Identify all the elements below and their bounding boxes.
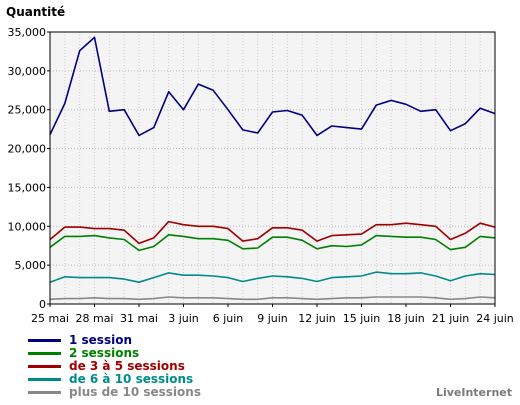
y-tick-label: 0 bbox=[39, 298, 46, 311]
x-tick-label: 9 juin bbox=[257, 312, 288, 325]
y-tick-label: 5,000 bbox=[15, 259, 47, 272]
plot-border bbox=[49, 31, 496, 305]
y-axis-title: Quantité bbox=[6, 5, 65, 19]
x-tick-label: 24 juin bbox=[476, 312, 514, 325]
legend-item: plus de 10 sessions bbox=[28, 386, 201, 399]
series-line-de-3-5-sessions bbox=[49, 220, 496, 245]
line-chart: Quantité 0 5,000 10,000 15,000 20,000 25,000 3… bbox=[6, 5, 514, 325]
legend-label: 1 session bbox=[69, 333, 132, 347]
y-tick-label: 25,000 bbox=[8, 104, 47, 117]
y-tick-label: 15,000 bbox=[8, 181, 47, 194]
x-tick-label: 6 juin bbox=[213, 312, 244, 325]
legend-label: 2 sessions bbox=[69, 346, 140, 360]
legend-item: 2 sessions bbox=[28, 347, 201, 360]
legend-swatch bbox=[28, 352, 61, 355]
legend-item: de 6 à 10 sessions bbox=[28, 373, 201, 386]
y-tick-label: 35,000 bbox=[8, 26, 47, 39]
legend-swatch bbox=[28, 391, 61, 394]
x-tick-label: 31 mai bbox=[120, 312, 158, 325]
x-tick-label: 28 mai bbox=[75, 312, 113, 325]
y-tick-label: 30,000 bbox=[8, 65, 47, 78]
series-line-de-6-10-sessions bbox=[49, 271, 496, 284]
y-axis: 0 5,000 10,000 15,000 20,000 25,000 30,000 35,0… bbox=[8, 26, 50, 311]
x-tick-label: 3 juin bbox=[168, 312, 199, 325]
x-tick-label: 12 juin bbox=[298, 312, 336, 325]
legend-swatch bbox=[28, 378, 61, 381]
series-line-1-session bbox=[49, 36, 496, 137]
legend-item: de 3 à 5 sessions bbox=[28, 360, 201, 373]
legend-swatch bbox=[28, 339, 61, 342]
x-tick-label: 15 juin bbox=[343, 312, 381, 325]
legend: 1 session 2 sessions de 3 à 5 sessions de 6… bbox=[28, 334, 201, 399]
series-line-plus-de-10-sessions bbox=[49, 296, 496, 301]
x-axis: 25 mai 28 mai 31 mai 3 juin 6 juin 9 juin 12 j… bbox=[31, 304, 514, 325]
x-tick-label: 25 mai bbox=[31, 312, 69, 325]
x-tick-label: 18 juin bbox=[387, 312, 425, 325]
legend-label: de 3 à 5 sessions bbox=[69, 359, 185, 373]
brand-label: LiveInternet bbox=[435, 386, 512, 399]
x-tick-label: 21 juin bbox=[432, 312, 470, 325]
series-lines bbox=[49, 36, 496, 301]
series-line-2-sessions bbox=[49, 234, 496, 252]
legend-item: 1 session bbox=[28, 334, 201, 347]
y-tick-label: 10,000 bbox=[8, 220, 47, 233]
legend-label: de 6 à 10 sessions bbox=[69, 372, 194, 386]
legend-swatch bbox=[28, 365, 61, 368]
y-tick-label: 20,000 bbox=[8, 143, 47, 156]
legend-label: plus de 10 sessions bbox=[69, 385, 201, 399]
